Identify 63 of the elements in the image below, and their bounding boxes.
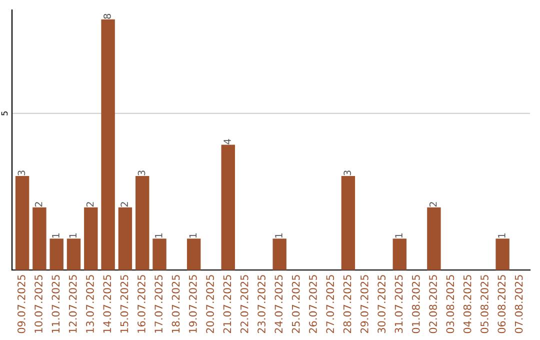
data-label: 2 (86, 202, 94, 207)
data-label: 1 (189, 233, 196, 238)
bar (50, 238, 64, 270)
data-label: 8 (104, 14, 111, 19)
bar (152, 238, 166, 270)
x-tick-label: 05.08.2025 (480, 275, 488, 334)
x-tick-label: 17.07.2025 (154, 275, 163, 333)
x-tick-label: 21.07.2025 (223, 275, 232, 334)
bar (186, 238, 201, 270)
x-tick-label: 09.07.2025 (17, 275, 26, 334)
data-label: 2 (34, 202, 42, 207)
bar (135, 176, 150, 270)
x-tick-label: 03.08.2025 (446, 275, 454, 334)
x-tick-label: 06.08.2025 (498, 275, 506, 334)
bar (341, 176, 356, 270)
x-tick-label: 01.08.2025 (412, 275, 420, 334)
x-tick-label: 13.07.2025 (86, 275, 94, 333)
y-tick-label: 5 (1, 111, 8, 116)
x-tick-label: 11.07.2025 (52, 275, 60, 333)
x-tick-label: 22.07.2025 (240, 275, 248, 334)
x-tick-label: 18.07.2025 (172, 275, 180, 333)
x-tick-label: 26.07.2025 (309, 275, 317, 334)
bar (66, 238, 81, 270)
data-label: 1 (69, 233, 76, 238)
x-tick-label: 12.07.2025 (68, 275, 77, 333)
bar (84, 207, 98, 270)
x-tick-label: 10.07.2025 (34, 275, 42, 333)
x-tick-label: 16.07.2025 (138, 275, 146, 333)
x-tick-label: 30.07.2025 (378, 275, 386, 334)
bar (101, 19, 115, 270)
bar (392, 238, 407, 270)
bar (15, 176, 30, 270)
data-label: 1 (498, 233, 506, 238)
bar (496, 238, 510, 270)
x-tick-label: 23.07.2025 (258, 275, 266, 334)
data-label: 3 (138, 170, 146, 176)
data-label: 1 (155, 233, 162, 238)
data-label: 2 (429, 202, 437, 207)
x-tick-label: 29.07.2025 (360, 275, 368, 334)
data-label: 4 (224, 139, 231, 144)
x-tick-label: 04.08.2025 (463, 275, 472, 334)
x-tick-label: 20.07.2025 (206, 275, 214, 334)
bar (118, 207, 132, 270)
x-tick-label: 19.07.2025 (188, 275, 197, 333)
x-tick-label: 27.07.2025 (326, 275, 334, 334)
x-tick-label: 31.07.2025 (394, 275, 403, 334)
bar (32, 207, 46, 270)
data-label: 2 (120, 202, 128, 207)
data-label: 3 (18, 170, 26, 176)
data-label: 3 (344, 170, 352, 176)
data-label: 1 (275, 233, 282, 238)
x-tick-label: 15.07.2025 (120, 275, 128, 333)
bar (221, 144, 235, 270)
x-tick-label: 28.07.2025 (343, 275, 352, 334)
x-tick-label: 07.08.2025 (514, 275, 523, 334)
data-label: 1 (52, 233, 60, 238)
x-tick-label: 25.07.2025 (292, 275, 300, 334)
x-tick-label: 24.07.2025 (274, 275, 283, 334)
bar (272, 238, 286, 270)
bar (427, 207, 441, 270)
x-tick-label: 02.08.2025 (429, 275, 437, 334)
x-tick-label: 14.07.2025 (103, 275, 112, 333)
data-label: 1 (395, 233, 402, 238)
